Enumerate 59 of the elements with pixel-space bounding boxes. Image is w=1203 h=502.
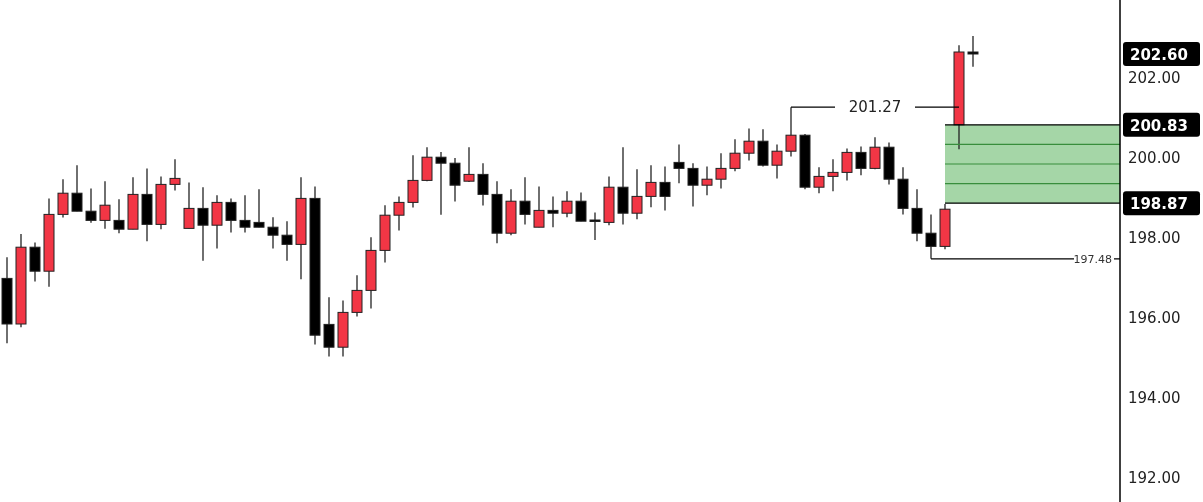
candlestick xyxy=(449,157,461,203)
candlestick xyxy=(351,274,363,318)
text: 202.60 xyxy=(1130,46,1188,64)
candlestick xyxy=(239,194,251,234)
y-tick-label: 192.00 xyxy=(1128,469,1181,488)
candlestick xyxy=(113,198,125,234)
candlestick xyxy=(519,176,531,226)
candlestick xyxy=(967,35,979,68)
candlestick xyxy=(729,138,741,172)
candlestick xyxy=(659,165,671,212)
candlestick xyxy=(169,158,181,192)
candlestick xyxy=(197,186,209,262)
candlestick xyxy=(841,147,853,182)
candlestick xyxy=(827,158,839,192)
candlestick xyxy=(267,216,279,250)
candlestick xyxy=(407,154,419,209)
candlestick xyxy=(57,178,69,219)
y-tick-label: 194.00 xyxy=(1128,389,1181,408)
candlestick xyxy=(323,296,335,358)
ref-line-label: 200.83 xyxy=(1130,116,1188,135)
candlestick xyxy=(561,190,573,218)
ref-line-label: 198.87 xyxy=(1130,195,1188,214)
candlestick xyxy=(813,166,825,194)
candlestick xyxy=(673,143,685,184)
candlestick xyxy=(771,143,783,180)
y-tick-label: 202.00 xyxy=(1128,69,1181,88)
ref-line-label: 197.48 xyxy=(1073,252,1112,266)
candlestick xyxy=(71,164,83,212)
candlestick xyxy=(701,165,713,196)
candlestick xyxy=(715,152,727,190)
candlestick xyxy=(253,188,265,228)
candlestick xyxy=(533,185,545,228)
candlestick xyxy=(463,146,475,183)
candlestick xyxy=(855,145,867,176)
candlestick xyxy=(85,187,97,224)
y-tick-label: 200.00 xyxy=(1128,149,1181,168)
candlestick xyxy=(785,106,797,158)
candlestick xyxy=(225,197,237,234)
candlestick xyxy=(757,128,769,168)
candlestick xyxy=(99,180,111,230)
candlestick xyxy=(211,194,223,250)
candlestick xyxy=(477,162,489,207)
y-tick-label: 198.00 xyxy=(1128,229,1181,248)
candlestick xyxy=(183,181,195,230)
candlestick xyxy=(281,220,293,262)
candlestick xyxy=(421,146,433,182)
candlestick xyxy=(869,136,881,170)
candlestick xyxy=(547,195,559,228)
candlestick xyxy=(435,151,447,216)
candlestick xyxy=(29,241,41,283)
candlestick xyxy=(743,127,755,162)
candlestick xyxy=(687,162,699,208)
candlestick xyxy=(645,164,657,208)
y-tick-label: 196.00 xyxy=(1128,309,1181,328)
candlestick xyxy=(631,168,643,220)
ref-line-label: 201.27 xyxy=(848,98,902,117)
candlestick xyxy=(589,211,601,241)
candlestick xyxy=(393,195,405,232)
candlestick xyxy=(575,191,587,222)
